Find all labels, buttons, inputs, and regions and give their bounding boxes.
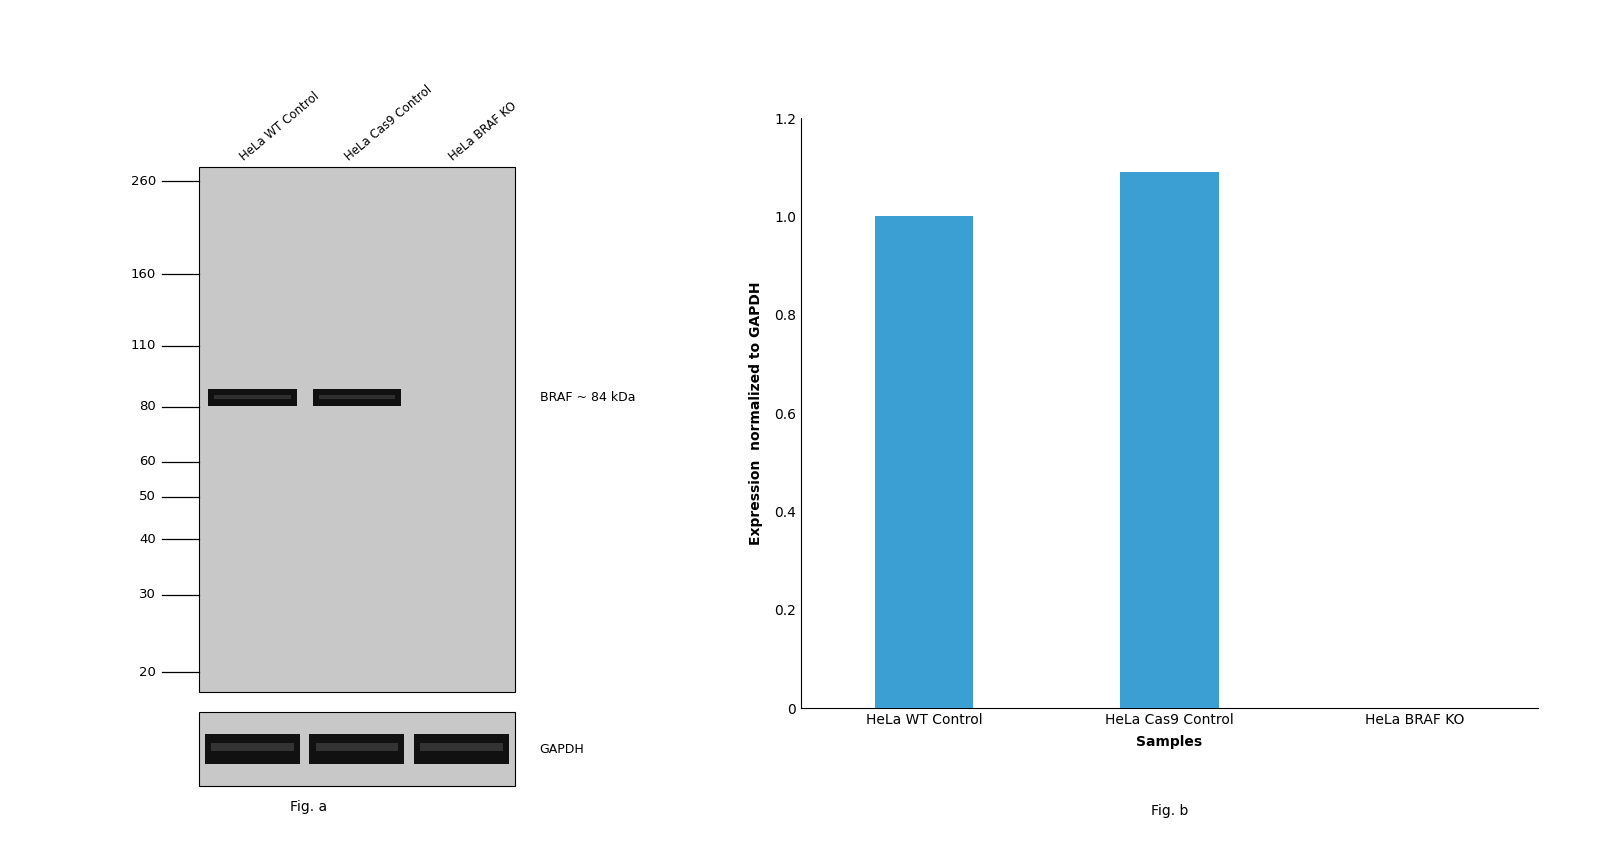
Text: 40: 40 [139,533,155,546]
X-axis label: Samples: Samples [1136,735,1203,749]
Text: 160: 160 [131,267,155,281]
Bar [211,744,293,750]
Bar [420,744,503,750]
Text: 260: 260 [131,175,155,188]
Text: HeLa Cas9 Control: HeLa Cas9 Control [343,83,434,163]
Text: 20: 20 [139,666,155,679]
Bar [312,389,400,406]
Bar [199,711,516,787]
Bar [199,167,516,692]
Bar [319,395,396,399]
Bar [875,217,972,708]
Bar [208,389,296,406]
Text: GAPDH: GAPDH [540,743,585,755]
Bar [1120,172,1219,708]
Bar [309,734,404,764]
Text: Fig. b: Fig. b [1150,803,1189,818]
Text: BRAF ~ 84 kDa: BRAF ~ 84 kDa [540,391,634,404]
Text: Fig. a: Fig. a [290,800,327,813]
Text: 50: 50 [139,491,155,503]
Text: 80: 80 [139,400,155,413]
Text: 60: 60 [139,455,155,469]
Bar [413,734,509,764]
Bar [205,734,300,764]
Text: 30: 30 [139,588,155,601]
Bar [215,395,290,399]
Text: HeLa WT Control: HeLa WT Control [239,89,322,163]
Text: HeLa BRAF KO: HeLa BRAF KO [447,99,519,163]
Bar [316,744,399,750]
Y-axis label: Expression  normalized to GAPDH: Expression normalized to GAPDH [750,282,763,545]
Text: 110: 110 [131,340,155,352]
